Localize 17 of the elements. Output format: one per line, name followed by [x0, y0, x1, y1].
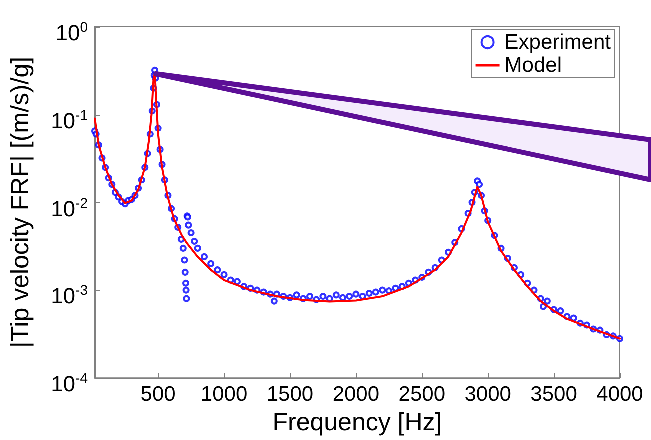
y-tick-label: 10$^{0}$: [56, 18, 88, 48]
y-axis-title: |Tip velocity FRF| [(m/s)/g]: [6, 56, 34, 348]
x-axis-title: Frequency [Hz]: [272, 408, 442, 436]
x-tick-label: 500: [140, 383, 176, 406]
x-tick-label: 1000: [200, 383, 248, 406]
x-tick-label: 4000: [596, 383, 644, 406]
legend-label: Experiment: [504, 31, 612, 54]
x-tick-label: 2500: [398, 383, 446, 406]
x-tick-label: 3500: [530, 383, 578, 406]
y-tick-label: 10$^{-4}$: [51, 369, 88, 398]
legend-label: Model: [504, 54, 562, 77]
x-tick-label: 2000: [332, 383, 380, 406]
y-tick-label: 10$^{-1}$: [51, 106, 88, 136]
x-tick-label: 1500: [266, 383, 314, 406]
y-tick-label: 10$^{-2}$: [51, 194, 88, 223]
x-tick-label: 3000: [464, 383, 512, 406]
y-tick-label: 10$^{-3}$: [51, 281, 88, 311]
